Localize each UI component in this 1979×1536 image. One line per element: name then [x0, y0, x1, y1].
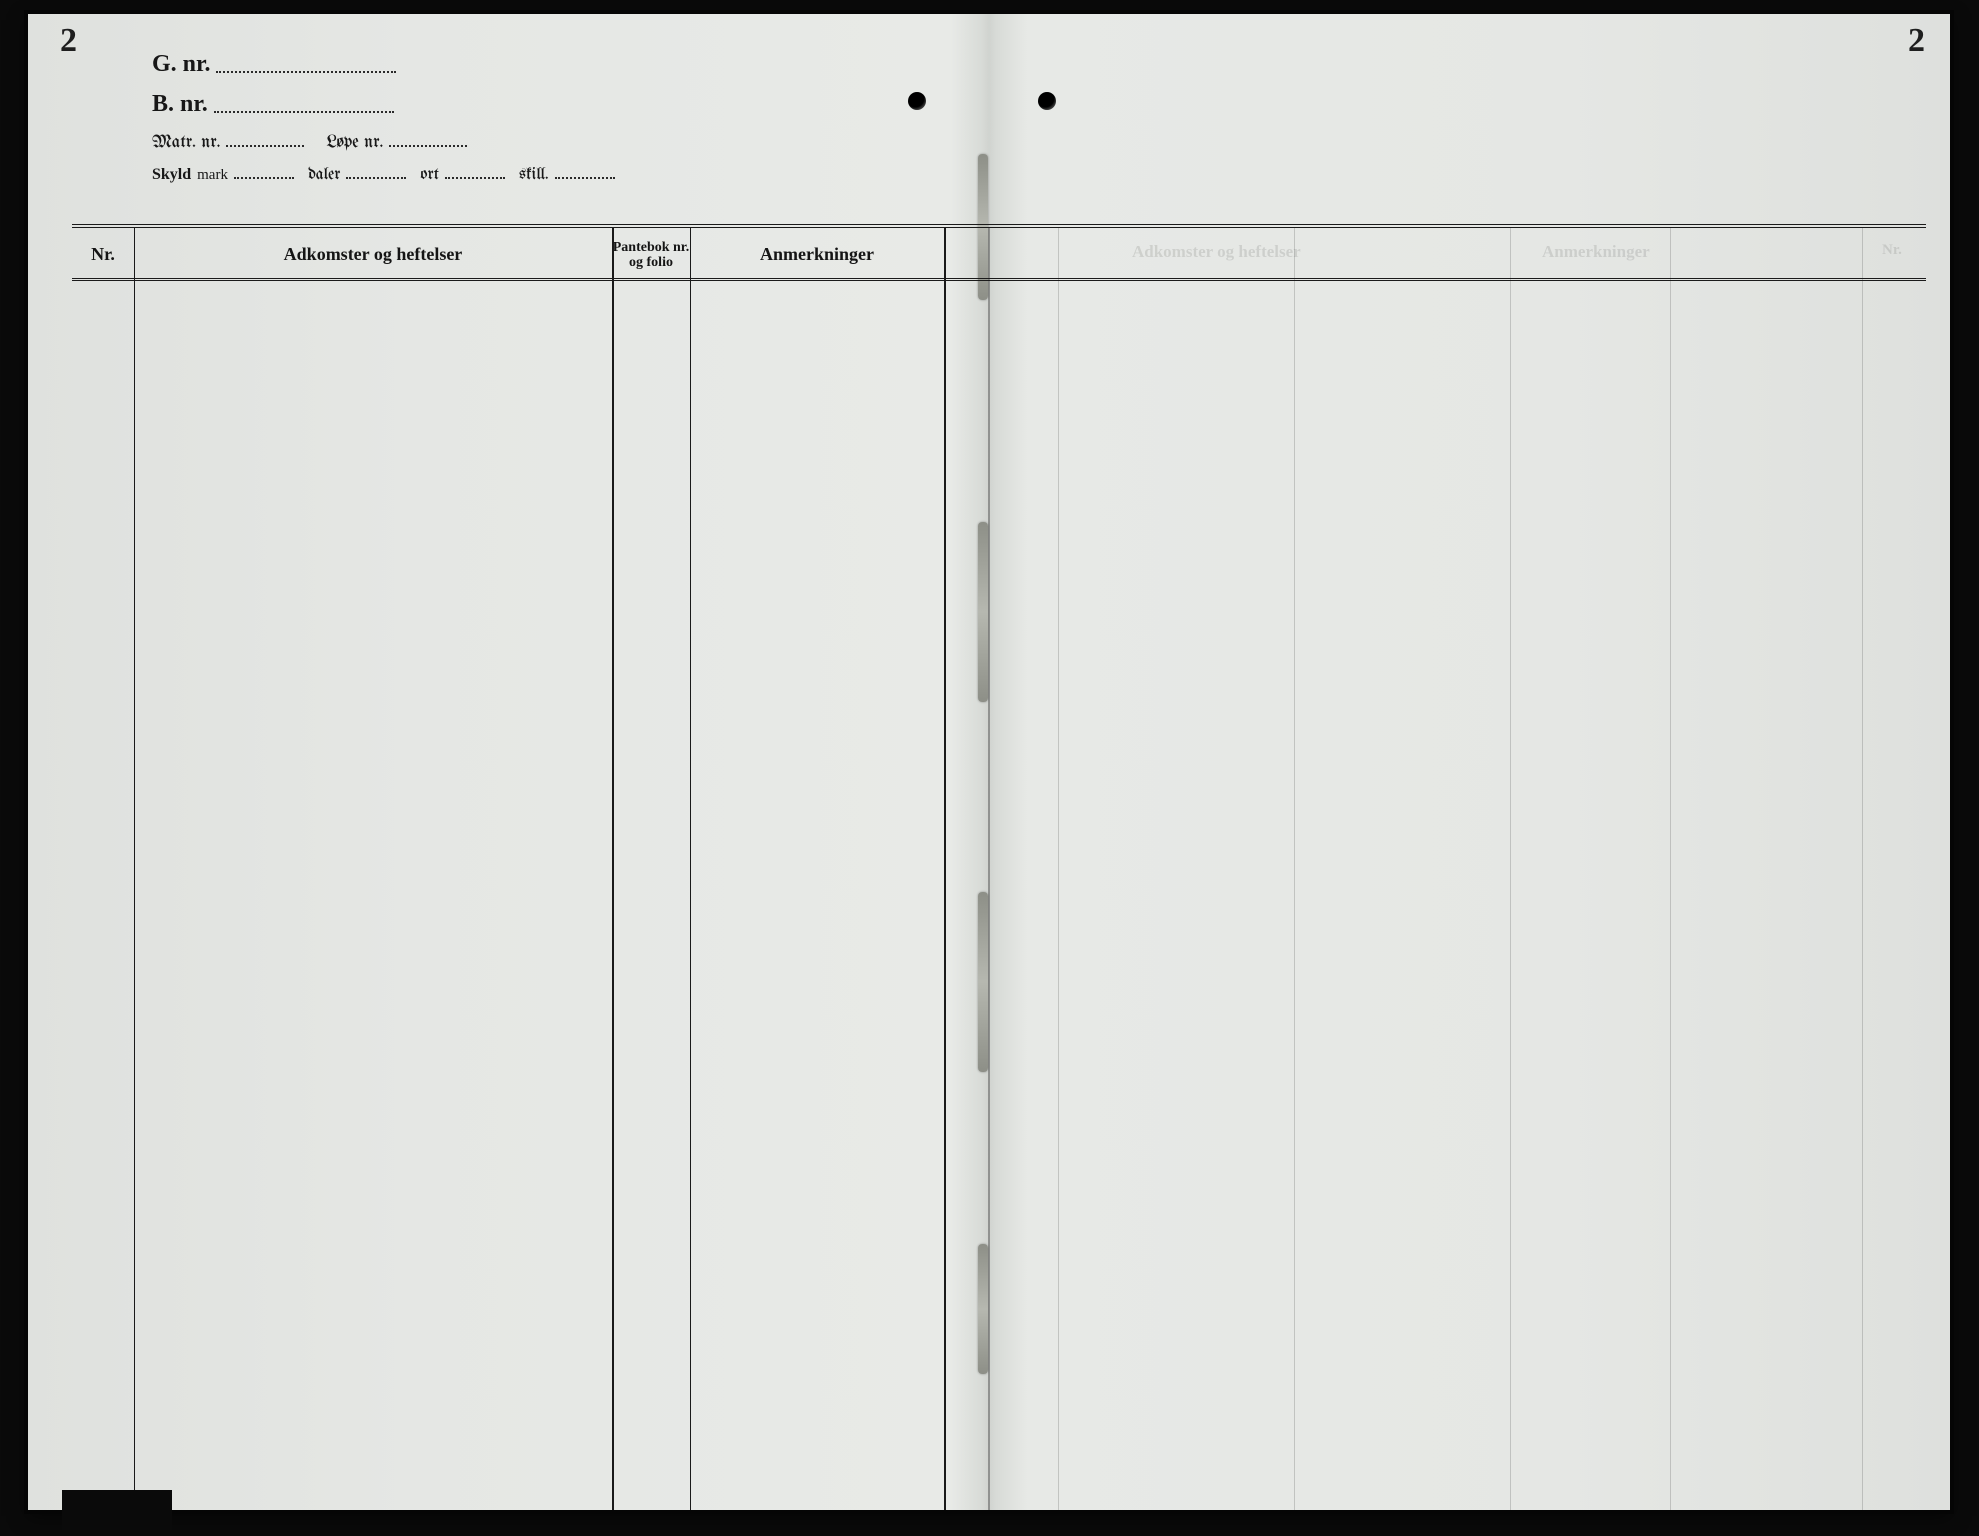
punch-hole-right: [1038, 92, 1056, 110]
b-nr-label: B. nr.: [152, 91, 208, 118]
column-rule: [690, 228, 691, 1510]
b-nr-blank: [214, 111, 394, 113]
header-b-nr-row: B. nr.: [152, 88, 615, 118]
col-header-anmerkninger: Anmerkninger: [690, 234, 944, 276]
daler-label: daler: [308, 167, 341, 184]
col-header-pantebok: Pantebok nr. og folio: [612, 234, 690, 276]
lope-nr-blank: [389, 145, 467, 147]
ort-label: ort: [420, 167, 438, 184]
page-number-left: 2: [60, 22, 78, 60]
ledger-spread: 2 2 G. nr. B. nr. Matr. nr. Løpe nr. Sky…: [28, 14, 1950, 1510]
page-number-right: 2: [1908, 22, 1926, 60]
faint-column-rule: [1058, 228, 1059, 1510]
skill-blank: [555, 177, 615, 179]
header-block: G. nr. B. nr. Matr. nr. Løpe nr. Skyld m…: [152, 48, 615, 194]
faint-column-rule: [1862, 228, 1863, 1510]
matr-nr-label: Matr. nr.: [152, 133, 220, 152]
ledger-table: Nr. Adkomster og heftelser Pantebok nr. …: [72, 224, 1926, 1510]
ort-blank: [445, 177, 505, 179]
daler-blank: [346, 177, 406, 179]
faint-column-rule: [1670, 228, 1671, 1510]
g-nr-label: G. nr.: [152, 51, 210, 78]
mark-label: mark: [197, 167, 228, 184]
skill-label: skill.: [519, 167, 549, 184]
column-rule: [944, 228, 946, 1510]
column-rule: [134, 228, 135, 1510]
faint-column-rule: [1510, 228, 1511, 1510]
header-g-nr-row: G. nr.: [152, 48, 615, 78]
col-header-nr: Nr.: [72, 234, 134, 276]
skyld-label: Skyld: [152, 166, 191, 184]
header-skyld-row: Skyld mark daler ort skill.: [152, 160, 615, 184]
ghost-header-text: Nr.: [1882, 242, 1902, 259]
header-matr-row: Matr. nr. Løpe nr.: [152, 128, 615, 152]
faint-column-rule: [1294, 228, 1295, 1510]
ghost-header-text: Anmerkninger: [1542, 242, 1650, 262]
ghost-header-text: Adkomster og heftelser: [1132, 242, 1301, 262]
punch-hole-left: [908, 92, 926, 110]
spine-rule: [988, 228, 990, 1510]
column-rule: [612, 228, 614, 1510]
mark-blank: [234, 177, 294, 179]
frame-tab: [62, 1490, 172, 1530]
matr-nr-blank: [226, 145, 304, 147]
lope-nr-label: Løpe nr.: [326, 133, 383, 152]
col-header-adkomster: Adkomster og heftelser: [134, 234, 612, 276]
g-nr-blank: [216, 71, 396, 73]
